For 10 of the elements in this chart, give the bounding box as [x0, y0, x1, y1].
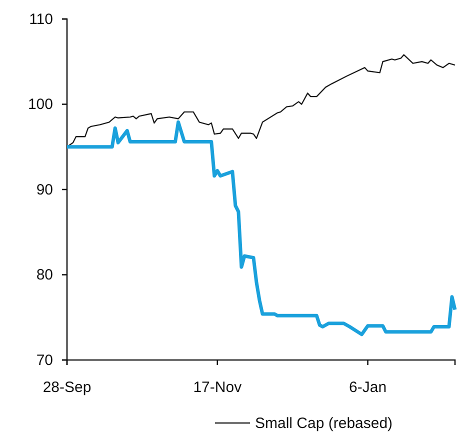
- legend-label: Small Cap (rebased): [255, 415, 393, 432]
- line-series: [65, 120, 457, 336]
- y-tick-label: 80: [36, 266, 53, 284]
- y-tick-label: 100: [28, 96, 53, 114]
- x-tick-label: 28-Sep: [42, 379, 92, 396]
- y-tick-label: 90: [36, 181, 53, 198]
- x-tick-label: 17-Nov: [193, 379, 242, 396]
- y-tick-label: 110: [29, 10, 53, 28]
- y-tick-label: 70: [36, 352, 53, 369]
- x-tick-label: 6-Jan: [349, 379, 387, 396]
